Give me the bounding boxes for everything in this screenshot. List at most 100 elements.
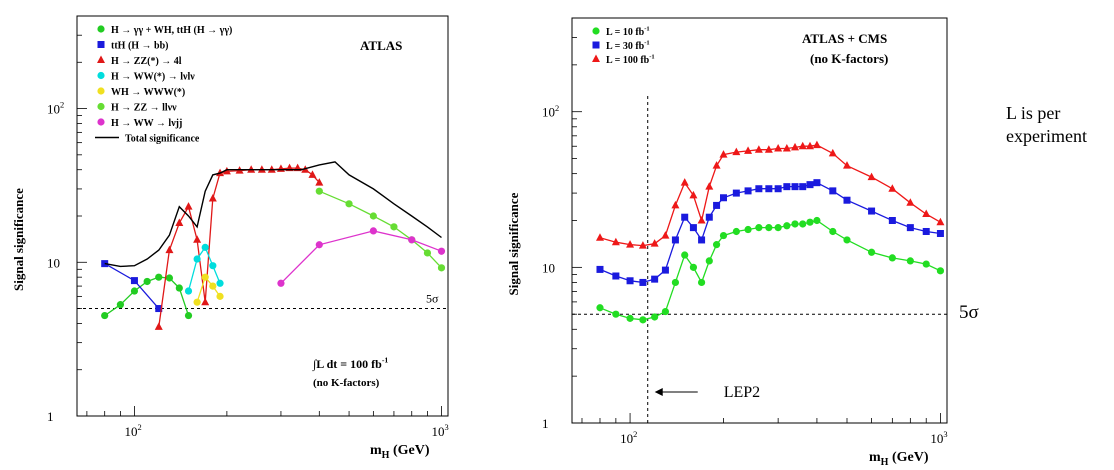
data-point xyxy=(154,322,163,330)
series-line xyxy=(104,263,160,310)
data-point xyxy=(697,278,706,287)
data-point xyxy=(744,225,752,234)
data-point xyxy=(257,165,266,173)
data-point xyxy=(774,144,783,152)
data-point xyxy=(639,278,647,286)
chart-subtitle: (no K-factors) xyxy=(810,51,888,66)
data-point xyxy=(774,224,782,232)
data-point xyxy=(681,213,689,221)
legend-swatch xyxy=(97,25,105,33)
legend-swatch xyxy=(97,41,105,48)
data-point xyxy=(201,243,209,251)
data-point xyxy=(713,201,721,209)
data-point xyxy=(184,287,193,295)
five-sigma-label: 5σ xyxy=(426,292,439,306)
data-point xyxy=(116,301,124,309)
data-point xyxy=(216,279,224,287)
data-point xyxy=(791,220,799,228)
data-point xyxy=(843,196,851,204)
data-point xyxy=(369,227,377,235)
legend-swatch xyxy=(97,118,105,126)
series-6 xyxy=(277,227,446,287)
data-point xyxy=(732,147,741,156)
panel-atlas-cms: 102 103 1 10 102 mH (GeV) Signal significance 5… xyxy=(506,17,979,468)
data-point xyxy=(744,187,752,195)
data-point xyxy=(390,223,398,231)
chart-title: ATLAS xyxy=(360,38,402,53)
data-point xyxy=(661,307,670,316)
data-point xyxy=(277,279,285,287)
x-tick-label: 103 xyxy=(431,422,448,439)
data-point xyxy=(697,216,706,224)
data-point xyxy=(799,220,807,228)
data-point xyxy=(719,150,728,158)
legend-swatch xyxy=(592,54,600,62)
data-point xyxy=(626,277,634,285)
data-point xyxy=(906,224,914,232)
lumi-annotation: ∫L dt = 100 fb-1 xyxy=(312,356,388,371)
data-point xyxy=(705,257,713,265)
series-line xyxy=(319,190,442,269)
y-tick-label: 102 xyxy=(47,100,64,117)
data-point xyxy=(201,273,209,281)
data-point xyxy=(705,213,713,221)
data-point xyxy=(208,193,217,202)
y-tick-label: 102 xyxy=(542,103,559,120)
legend-label: H → WW → lνjj xyxy=(111,118,182,129)
data-point xyxy=(143,277,151,286)
legend-swatch xyxy=(97,102,105,111)
data-point xyxy=(719,231,728,240)
data-point xyxy=(308,170,317,178)
series-line xyxy=(599,182,941,284)
data-point xyxy=(806,181,814,189)
legend: H → γγ + WH, ttH (H → γγ) ttH (H → bb) H →… xyxy=(95,25,232,145)
data-point xyxy=(922,260,930,268)
lep2-label: LEP2 xyxy=(724,384,760,401)
data-point xyxy=(829,187,837,195)
y-axis-label: Signal significance xyxy=(11,188,26,291)
data-point xyxy=(782,144,791,152)
data-point xyxy=(791,142,800,151)
data-point xyxy=(612,272,620,280)
data-point xyxy=(611,237,620,246)
data-point xyxy=(155,273,163,281)
data-point xyxy=(828,148,837,157)
data-point xyxy=(755,185,763,193)
series-3 xyxy=(184,243,224,295)
data-point xyxy=(806,218,814,226)
legend-swatch xyxy=(592,27,600,35)
data-point xyxy=(754,145,763,153)
data-point xyxy=(765,185,773,193)
data-point xyxy=(936,217,945,226)
data-point xyxy=(175,218,184,227)
series-line xyxy=(599,219,941,321)
data-point xyxy=(681,251,689,259)
data-point xyxy=(764,145,773,153)
data-point xyxy=(888,184,897,192)
note-line-1: L is per xyxy=(1006,103,1061,123)
lep2-arrow-head xyxy=(654,388,663,396)
series-7 xyxy=(104,161,442,268)
data-point xyxy=(209,282,217,290)
data-point xyxy=(922,227,930,235)
data-point xyxy=(689,263,698,271)
series-line xyxy=(104,161,442,268)
x-axis-label: mH (GeV) xyxy=(370,443,430,461)
y-tick-label: 10 xyxy=(47,255,60,270)
data-point xyxy=(783,222,791,230)
data-point xyxy=(165,274,174,282)
series-5 xyxy=(315,187,446,272)
data-point xyxy=(888,254,896,262)
data-point xyxy=(671,236,679,244)
data-point xyxy=(315,241,323,249)
data-point xyxy=(843,236,851,244)
series-2 xyxy=(154,163,324,330)
data-point xyxy=(184,202,193,210)
data-point xyxy=(639,316,647,324)
data-point xyxy=(661,266,669,274)
data-point xyxy=(842,161,851,169)
data-point xyxy=(437,264,446,272)
data-point xyxy=(712,161,721,169)
data-point xyxy=(829,227,837,236)
